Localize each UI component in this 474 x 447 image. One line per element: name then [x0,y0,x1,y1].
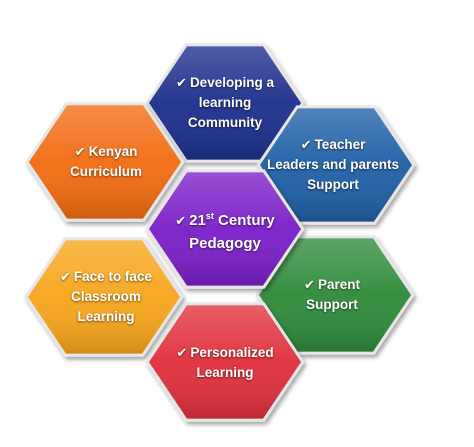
label-line: Classroom [71,289,141,304]
label-line: 21 [189,212,206,229]
hexagon-gloss [149,46,301,160]
check-icon: ✔ [175,213,187,228]
hex-label-kenyan-curriculum: ✔ Kenyan Curriculum [36,117,176,207]
check-icon: ✔ [60,269,71,284]
check-icon: ✔ [176,345,188,360]
hexagon-face-to-face [24,237,184,357]
hexagon-century-pedagogy [145,169,305,289]
label-line: Kenyan [88,144,138,159]
hexagon-kenyan-curriculum [25,102,185,222]
label-line: Leaders and parents [266,157,400,172]
hexagon-parent-support [255,235,415,355]
label-line: Teacher [314,137,366,152]
hexagon-developing-community [145,43,305,163]
superscript: st [205,211,214,221]
label-line: Curriculum [69,164,142,179]
hex-label-developing-community: ✔ Developing a learning Community [150,58,300,148]
label-line: Face to face [73,269,152,284]
hexagon-gloss [149,172,301,286]
hex-label-parent-support: ✔ Parent Support [262,250,402,340]
hexagon-gloss [29,105,181,219]
label-line: Pedagogy [189,235,261,252]
hexagon-gloss [259,238,411,352]
hexagon-personalized-learning [145,302,305,422]
hexagon-teacher-leaders [256,105,416,225]
label-line: Century [218,212,275,229]
label-line: Support [306,297,358,312]
label-line: Personalized [190,345,274,360]
hex-label-face-to-face: ✔ Face to face Classroom Learning [36,252,176,342]
label-line: Support [307,177,359,192]
label-line: Learning [77,309,135,324]
hex-label-century-pedagogy: ✔ 21st Century Pedagogy [150,185,300,275]
hex-label-personalized-learning: ✔ Personalized Learning [150,318,300,408]
label-line: Learning [196,365,254,380]
hexagon-gloss [28,240,180,354]
check-icon: ✔ [304,277,315,292]
hexagon-gloss [149,305,301,419]
label-line: Developing a [189,75,274,90]
check-icon: ✔ [176,75,187,90]
label-line: Community [187,115,263,130]
hexagon-gloss [260,108,412,222]
check-icon: ✔ [300,137,312,152]
label-line: learning [198,95,252,110]
label-line: Parent [317,277,360,292]
hex-label-teacher-leaders: ✔ Teacher Leaders and parents Support [258,120,408,210]
check-icon: ✔ [74,144,86,159]
